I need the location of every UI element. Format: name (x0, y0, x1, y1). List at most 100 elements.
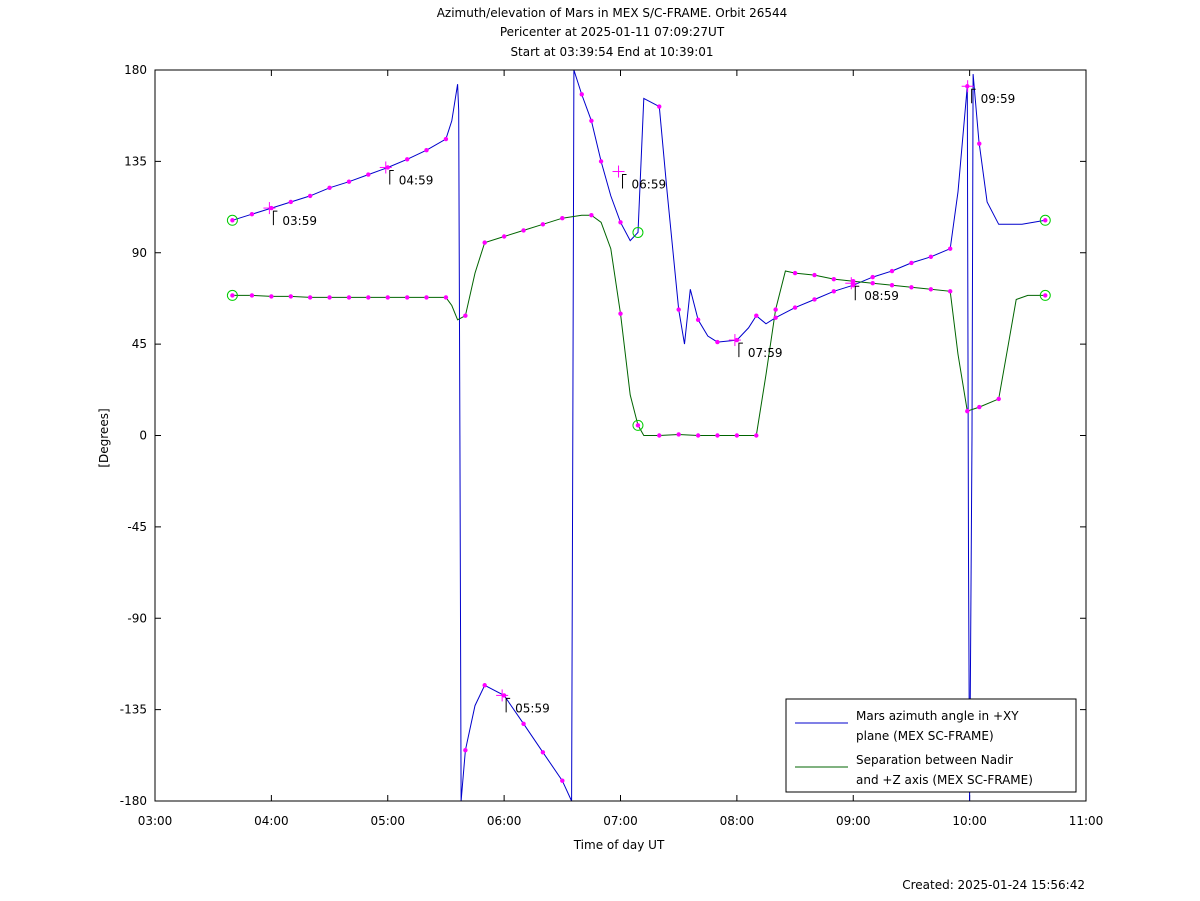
legend: Mars azimuth angle in +XY plane (MEX SC-… (785, 698, 1077, 793)
chart-title: Azimuth/elevation of Mars in MEX S/C-FRA… (437, 6, 788, 20)
y-tick-label: -90 (127, 611, 147, 625)
marker-separation (307, 295, 313, 300)
hour-annotation-label: 03:59 (282, 214, 317, 228)
marker-separation (657, 433, 662, 438)
marker-separation (947, 289, 953, 294)
marker-azimuth (773, 315, 778, 320)
endpoint-circle-marker (226, 214, 238, 226)
marker-separation (424, 295, 429, 300)
series-line-separation (232, 214, 1046, 436)
marker-separation (996, 396, 1001, 402)
chart-subtitle-start-end: Start at 03:39:54 End at 10:39:01 (510, 45, 713, 59)
y-tick-label: 135 (124, 154, 147, 168)
marker-separation (754, 433, 759, 438)
endpoint-circle-marker (226, 289, 238, 301)
y-axis-ticks: 180 135 90 45 0 -45 -90 -135 -180 (120, 63, 1086, 808)
x-tick-label: 07:00 (603, 814, 638, 828)
marker-azimuth (404, 157, 410, 162)
marker-azimuth (754, 313, 759, 318)
x-tick-label: 10:00 (952, 814, 987, 828)
marker-separation (831, 276, 837, 282)
marker-azimuth (346, 179, 352, 184)
marker-azimuth (977, 141, 982, 146)
marker-azimuth (792, 305, 798, 310)
marker-separation (482, 240, 487, 245)
marker-separation (501, 234, 507, 239)
y-tick-label: -135 (120, 703, 147, 717)
plot-frame (154, 69, 1087, 802)
marker-separation (269, 294, 274, 299)
marker-separation (560, 216, 565, 221)
hour-annotation-label: 05:59 (515, 701, 550, 715)
x-tick-label: 11:00 (1069, 814, 1104, 828)
marker-separation (909, 285, 914, 290)
hour-annotation-label: 09:59 (981, 92, 1016, 106)
marker-separation (463, 313, 468, 318)
marker-azimuth (870, 274, 875, 280)
marker-azimuth (482, 683, 487, 688)
marker-azimuth (695, 317, 701, 322)
y-tick-label: -45 (127, 520, 147, 534)
endpoint-circle-marker (1039, 289, 1051, 301)
endpoint-circle-marker (632, 226, 644, 238)
marker-separation (346, 295, 352, 300)
marker-separation (443, 295, 449, 300)
marker-azimuth (598, 159, 604, 164)
legend-label-azimuth-line-2: plane (MEX SC-FRAME) (856, 729, 994, 743)
marker-separation (870, 281, 875, 286)
marker-separation (695, 433, 701, 438)
series-line-azimuth (232, 69, 1046, 802)
marker-azimuth (230, 218, 235, 223)
endpoint-circle-marker (632, 419, 644, 431)
marker-azimuth (589, 118, 594, 123)
marker-separation (812, 272, 817, 278)
marker-azimuth (831, 289, 837, 294)
hour-annotation-hook (971, 88, 976, 104)
marker-separation (618, 311, 623, 316)
marker-azimuth (812, 297, 817, 302)
y-tick-label: 45 (132, 337, 147, 351)
marker-separation (1043, 293, 1048, 298)
marker-azimuth (327, 185, 332, 190)
x-tick-label: 06:00 (487, 814, 522, 828)
marker-separation (792, 270, 798, 276)
marker-separation (773, 307, 778, 312)
marker-separation (734, 433, 740, 438)
x-axis-label: Time of day UT (573, 838, 665, 852)
marker-azimuth (947, 246, 953, 251)
marker-separation (230, 293, 235, 298)
marker-separation (249, 293, 255, 298)
y-axis-label: [Degrees] (97, 408, 111, 467)
marker-separation (676, 432, 681, 437)
marker-azimuth (540, 750, 546, 755)
marker-separation (385, 295, 390, 300)
created-timestamp: Created: 2025-01-24 15:56:42 (902, 878, 1085, 892)
legend-box (785, 698, 1077, 793)
hour-annotation-hook (272, 210, 278, 226)
endpoint-circle-marker (1039, 214, 1051, 226)
marker-azimuth (521, 721, 526, 727)
marker-separation (288, 294, 294, 299)
marker-azimuth (579, 92, 584, 97)
y-tick-label: 90 (132, 246, 147, 260)
hour-annotation-label: 04:59 (399, 173, 434, 187)
x-tick-label: 05:00 (370, 814, 405, 828)
marker-separation (404, 295, 410, 300)
marker-azimuth (715, 339, 720, 345)
hour-annotation-hook (622, 174, 627, 189)
x-tick-label: 08:00 (720, 814, 755, 828)
marker-separation (366, 295, 371, 300)
y-tick-label: 0 (139, 429, 147, 443)
hour-annotation-hook (505, 697, 511, 713)
marker-separation (889, 283, 895, 288)
marker-separation (635, 423, 641, 428)
hour-annotation-hook (738, 342, 743, 358)
marker-azimuth (307, 193, 313, 199)
annotation-layer: 03:59 04:59 05:59 06:59 07:59 08:59 09:59 (263, 80, 1015, 715)
hour-annotation-label: 07:59 (748, 346, 783, 360)
chart-subtitle-pericenter: Pericenter at 2025-01-11 07:09:27UT (500, 25, 725, 39)
marker-azimuth (560, 778, 565, 783)
marker-azimuth (443, 136, 449, 142)
marker-azimuth (1043, 218, 1048, 223)
